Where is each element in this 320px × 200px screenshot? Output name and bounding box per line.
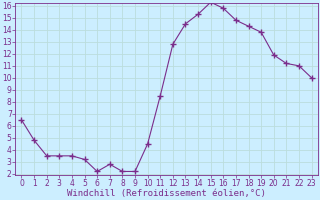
X-axis label: Windchill (Refroidissement éolien,°C): Windchill (Refroidissement éolien,°C) (67, 189, 266, 198)
